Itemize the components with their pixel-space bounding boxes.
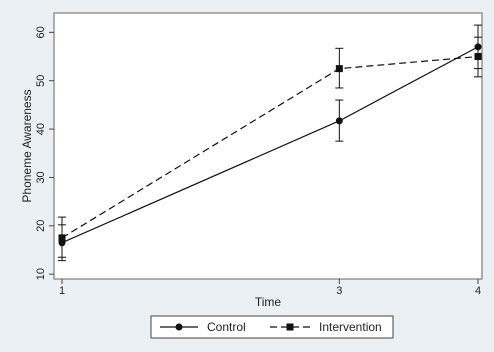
y-axis-title: Phoneme Awareness [20, 89, 34, 202]
legend: Control Intervention [150, 315, 394, 339]
y-tick-label: 30 [35, 171, 47, 183]
intervention-point [335, 65, 343, 73]
series-layer [58, 24, 482, 262]
x-tick-label: 3 [336, 285, 342, 297]
y-tick-label: 50 [35, 75, 47, 87]
intervention-point [474, 53, 482, 61]
y-tick-label: 10 [35, 268, 47, 280]
y-axis-ticks: 10 20 30 40 50 60 [35, 26, 54, 280]
y-tick-label: 20 [35, 220, 47, 232]
x-tick-label: 1 [59, 285, 65, 297]
plot-area [53, 12, 483, 280]
control-point [335, 117, 343, 125]
x-axis-title: Time [255, 295, 282, 309]
y-tick-label: 40 [35, 123, 47, 135]
legend-control-label: Control [207, 320, 246, 334]
intervention-point [58, 234, 66, 242]
legend-intervention-label: Intervention [319, 320, 382, 334]
x-axis-ticks: 1 3 4 [59, 279, 481, 297]
legend-intervention-marker [286, 323, 294, 331]
x-tick-label: 4 [475, 285, 481, 297]
legend-control-marker [175, 323, 183, 331]
y-tick-label: 60 [35, 26, 47, 38]
